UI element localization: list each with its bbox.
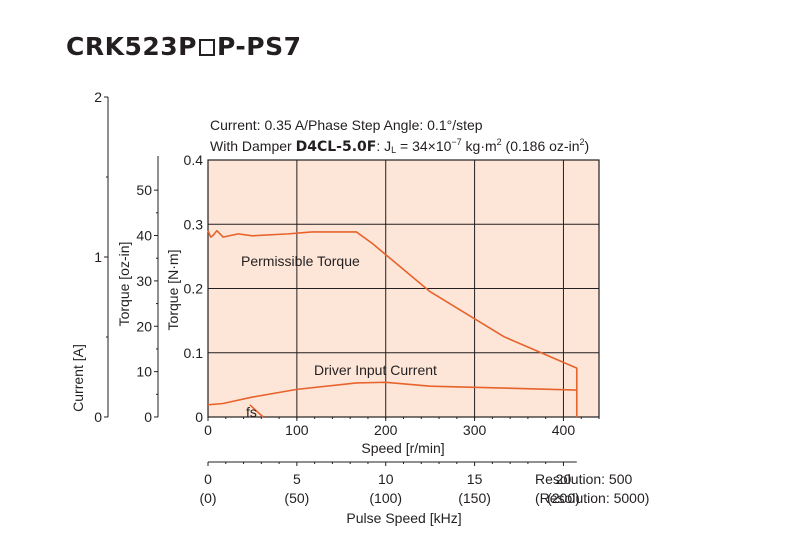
model-title: CRK523P P-PS7 <box>66 32 301 61</box>
fs-line <box>249 404 264 418</box>
pulse-tick-label-0: 0 <box>204 471 212 487</box>
pulse-speed-axis-label: Pulse Speed [kHz] <box>346 510 461 526</box>
pulse-tick-label-10: 10 <box>378 471 394 487</box>
resolution-alt-label: (Resolution: 5000) <box>535 490 649 506</box>
torque-nm-axis-label: Torque [N·m] <box>165 250 181 331</box>
resolution-label: Resolution: 500 <box>535 471 633 487</box>
current-axis-label: Current [A] <box>70 344 86 412</box>
pulse-tick-label-15: 15 <box>467 471 483 487</box>
pulse-tick-label-20: 20 <box>556 471 572 487</box>
conditions-line2: With Damper D4CL-5.0F: JL = 34×10−7 kg·m… <box>210 137 589 155</box>
x-tick-label-0: 0 <box>204 422 212 438</box>
torque-ozin-axis-label: Torque [oz-in] <box>116 242 132 327</box>
ozin-tick-label-10: 10 <box>136 364 152 380</box>
current-tick-label-1: 1 <box>94 249 102 265</box>
ozin-tick-label-20: 20 <box>136 318 152 334</box>
ozin-tick-label-0: 0 <box>144 409 152 425</box>
pulse-tick-alt-label-10: (100) <box>369 490 402 506</box>
torque-tick-label-0.1: 0.1 <box>184 345 204 361</box>
pulse-tick-alt-label-20: (200) <box>547 490 580 506</box>
fs-label: fs <box>246 404 257 420</box>
x-tick-label-400: 400 <box>552 422 576 438</box>
grid <box>208 160 599 417</box>
axes: 0 100 200 300 400 0 0.1 0.2 0.3 0.4 0 10 20 30 40 50 0 1 2 <box>94 89 600 438</box>
series-label-permissible-torque: Permissible Torque <box>241 253 360 269</box>
pulse-speed-axis: 0 (0) 5 (50) 10 (100) 15 (150) 20 (200) <box>199 461 580 506</box>
torque-tick-label-0: 0 <box>195 409 203 425</box>
ozin-tick-label-40: 40 <box>136 228 152 244</box>
torque-tick-label-0.4: 0.4 <box>184 152 204 168</box>
x-axis-label: Speed [r/min] <box>361 440 444 456</box>
model-box-placeholder <box>198 39 215 56</box>
conditions-line1: Current: 0.35 A/Phase Step Angle: 0.1°/s… <box>210 117 483 133</box>
x-tick-label-200: 200 <box>374 422 398 438</box>
model-suffix: P-PS7 <box>216 32 302 61</box>
series-line-permissible-torque <box>207 229 578 417</box>
series-line-driver-input-current <box>207 381 577 406</box>
x-tick-label-100: 100 <box>285 422 309 438</box>
pulse-tick-label-5: 5 <box>293 471 301 487</box>
ozin-tick-label-30: 30 <box>136 273 152 289</box>
x-tick-label-300: 300 <box>463 422 487 438</box>
torque-tick-label-0.3: 0.3 <box>184 216 204 232</box>
current-tick-label-2: 2 <box>94 89 102 105</box>
damper-model: D4CL-5.0F <box>296 139 377 155</box>
pulse-tick-alt-label-0: (0) <box>199 490 216 506</box>
series-layer <box>207 229 578 418</box>
ozin-tick-label-50: 50 <box>136 182 152 198</box>
pulse-tick-alt-label-15: (150) <box>458 490 491 506</box>
current-tick-label-0: 0 <box>94 409 102 425</box>
series-label-driver-input-current: Driver Input Current <box>314 362 437 378</box>
torque-tick-label-0.2: 0.2 <box>184 281 204 297</box>
pulse-tick-alt-label-5: (50) <box>284 490 309 506</box>
model-prefix: CRK523P <box>66 32 197 61</box>
